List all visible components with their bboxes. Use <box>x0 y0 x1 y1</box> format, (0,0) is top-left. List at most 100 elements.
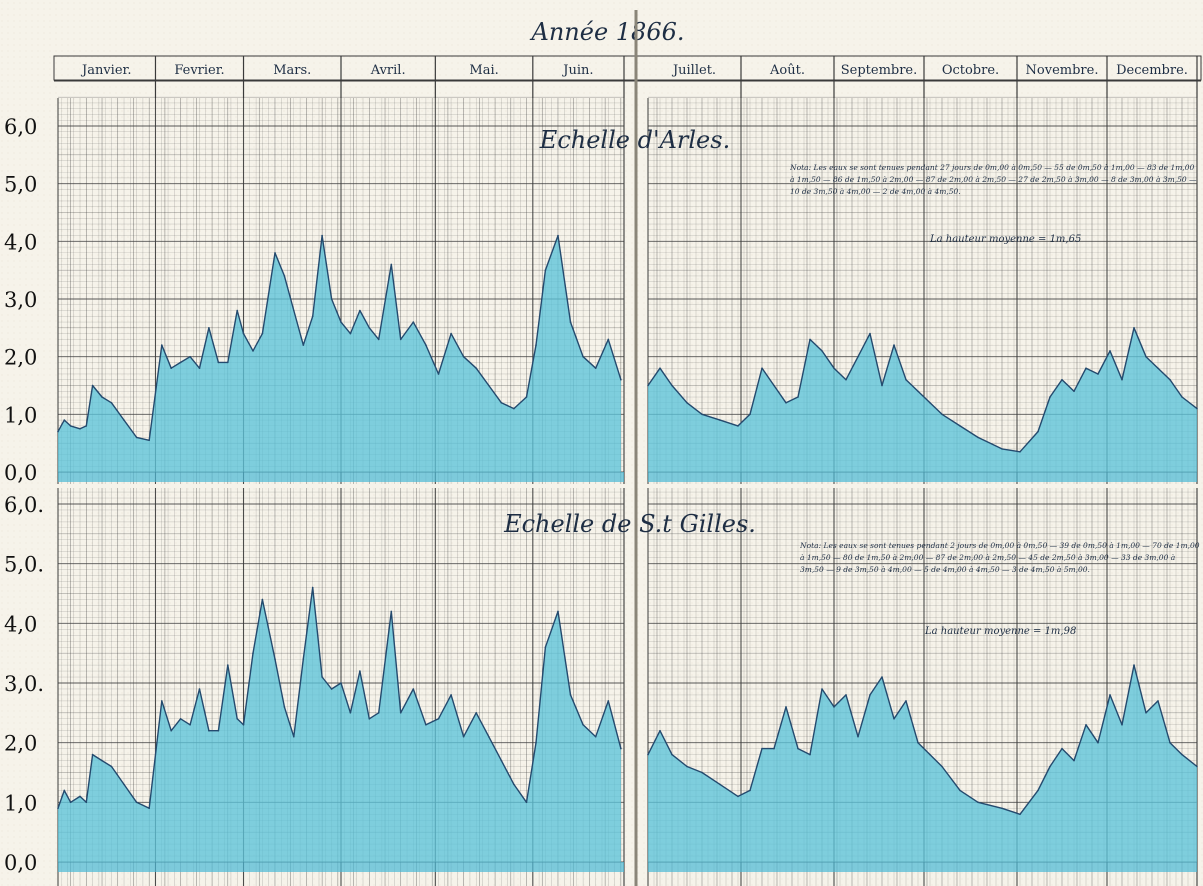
data-point <box>719 419 721 421</box>
data-point <box>488 735 490 738</box>
data-point <box>359 309 361 312</box>
data-point <box>500 759 503 762</box>
data-point <box>208 729 210 732</box>
data-point <box>161 344 163 346</box>
data-point <box>845 694 847 696</box>
data-point <box>390 263 393 266</box>
data-point <box>1133 327 1135 329</box>
data-point <box>261 332 264 335</box>
month-label: Janvier. <box>80 63 131 78</box>
month-label: Juin. <box>561 63 593 78</box>
data-point <box>821 688 823 690</box>
data-point <box>189 724 191 726</box>
data-point <box>412 321 415 323</box>
data-point <box>1037 789 1039 792</box>
data-point <box>941 765 943 768</box>
data-point <box>148 807 150 810</box>
data-point <box>917 390 919 393</box>
data-point <box>236 309 238 312</box>
data-point <box>785 402 787 404</box>
sheet-title: Année 1866. <box>530 18 685 46</box>
y-axis-st-gilles: 0,0 1,0 2,0 3,0. 4,0 5,0. 6,0. <box>4 493 44 875</box>
data-point <box>462 735 465 738</box>
data-point <box>1181 396 1183 398</box>
data-point <box>544 269 547 272</box>
note-arles: Nota: Les eaux se sont tenues pendant 27… <box>790 163 1197 245</box>
data-point <box>659 367 661 370</box>
data-point <box>569 694 572 696</box>
data-point <box>227 664 229 666</box>
zero-band <box>58 862 624 872</box>
data-point <box>437 718 440 720</box>
data-point <box>737 795 739 798</box>
data-point <box>607 338 610 341</box>
series-line <box>647 664 1198 815</box>
data-point <box>821 350 823 352</box>
area-fill <box>58 235 621 472</box>
data-point <box>399 712 402 714</box>
chart-title-st-gilles: Echelle de S.t Gilles. <box>503 510 756 538</box>
data-point <box>785 706 787 708</box>
data-point <box>101 396 103 398</box>
month-label: Octobre. <box>942 63 999 78</box>
data-point <box>227 361 229 364</box>
data-point <box>1157 700 1159 702</box>
data-point <box>475 367 478 370</box>
data-point <box>311 315 314 318</box>
data-point <box>91 753 94 756</box>
data-point <box>91 384 94 387</box>
data-point <box>594 367 597 370</box>
data-point <box>1169 378 1171 381</box>
data-point <box>1169 741 1171 744</box>
data-point <box>450 694 452 696</box>
data-point <box>321 676 323 678</box>
y-tick-label: 1,0 <box>4 791 37 815</box>
data-point <box>63 789 66 792</box>
data-point <box>1061 747 1063 750</box>
data-point <box>302 344 305 346</box>
data-point <box>340 682 342 684</box>
data-point <box>833 706 835 708</box>
data-point <box>1049 765 1051 768</box>
data-point <box>620 378 622 381</box>
data-point <box>557 610 559 613</box>
y-tick-label: 0,0 <box>4 461 37 485</box>
data-point <box>377 338 380 341</box>
y-tick-label: 6,0. <box>4 493 44 517</box>
month-label: Mars. <box>273 63 311 78</box>
y-tick-label: 4,0 <box>4 230 37 254</box>
data-point <box>1157 367 1159 370</box>
data-point <box>488 384 490 387</box>
data-point <box>797 747 799 750</box>
data-point <box>148 439 150 442</box>
data-point <box>79 428 81 430</box>
data-point <box>274 658 276 660</box>
mean-height-st-gilles: La hauteur moyenne = 1m,98 <box>924 626 1076 637</box>
data-point <box>917 741 919 744</box>
data-point <box>437 373 440 375</box>
area-series-st-gilles <box>57 586 1198 872</box>
data-point <box>857 735 859 738</box>
data-point <box>321 234 323 237</box>
data-point <box>1001 448 1003 450</box>
data-point <box>425 724 427 726</box>
data-point <box>161 700 163 702</box>
data-point <box>719 783 721 786</box>
data-point <box>85 425 88 427</box>
data-point <box>671 384 673 387</box>
data-point <box>869 694 871 696</box>
y-tick-label: 3,0. <box>4 672 44 696</box>
data-point <box>1097 373 1099 375</box>
data-point <box>620 747 622 750</box>
data-point <box>242 332 245 335</box>
data-point <box>582 724 584 726</box>
data-point <box>659 729 661 732</box>
data-point <box>833 367 835 370</box>
data-point <box>544 646 547 648</box>
data-point <box>749 789 751 792</box>
series-line <box>647 327 1198 453</box>
data-point <box>1097 741 1099 744</box>
data-point <box>737 425 739 427</box>
data-point <box>179 718 182 720</box>
